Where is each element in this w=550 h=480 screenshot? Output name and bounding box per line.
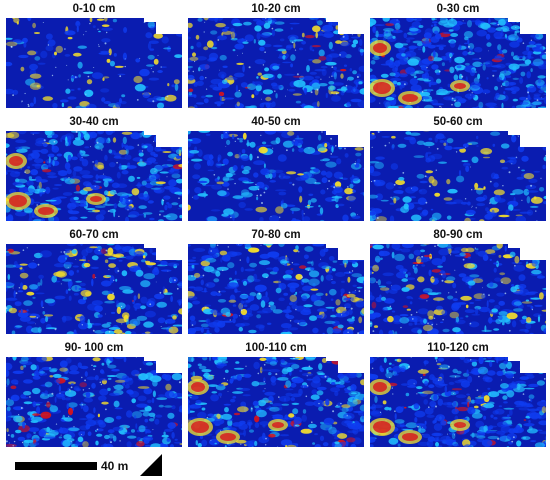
depth-label: 0-30 cm — [436, 3, 480, 15]
depth-panel: 0-30 cm — [370, 2, 546, 108]
depth-label: 80-90 cm — [433, 229, 483, 241]
depth-panel: 10-20 cm — [188, 2, 364, 108]
depth-label: 110-120 cm — [427, 342, 489, 354]
resistivity-map — [188, 131, 364, 221]
scale-bar — [15, 462, 97, 470]
depth-panel: 50-60 cm — [370, 115, 546, 221]
resistivity-map — [188, 18, 364, 108]
depth-label: 0-10 cm — [72, 3, 116, 15]
depth-label: 90- 100 cm — [64, 342, 124, 354]
resistivity-map — [188, 244, 364, 334]
resistivity-map — [370, 357, 546, 447]
depth-label: 100-110 cm — [245, 342, 307, 354]
depth-label: 10-20 cm — [251, 3, 301, 15]
depth-label: 30-40 cm — [69, 116, 119, 128]
depth-panel: 110-120 cm — [370, 341, 546, 447]
depth-panel: 80-90 cm — [370, 228, 546, 334]
depth-label: 40-50 cm — [251, 116, 301, 128]
scale-label: 40 m — [101, 459, 129, 473]
resistivity-map — [6, 131, 182, 221]
resistivity-map — [370, 244, 546, 334]
depth-panel: 90- 100 cm — [6, 341, 182, 447]
resistivity-map — [370, 131, 546, 221]
depth-panel: 30-40 cm — [6, 115, 182, 221]
resistivity-map — [6, 18, 182, 108]
depth-label: 70-80 cm — [251, 229, 301, 241]
depth-panel: 0-10 cm — [6, 2, 182, 108]
depth-label: 60-70 cm — [69, 229, 119, 241]
depth-label: 50-60 cm — [433, 116, 483, 128]
resistivity-map — [6, 357, 182, 447]
resistivity-map — [188, 357, 364, 447]
depth-panel: 40-50 cm — [188, 115, 364, 221]
triangle-arrow-icon — [140, 454, 162, 476]
depth-slice-grid: 0-10 cm 10-20 cm 0-30 cm 30-40 cm 40-50 cm 50… — [6, 2, 546, 447]
depth-panel: 60-70 cm — [6, 228, 182, 334]
depth-panel: 70-80 cm — [188, 228, 364, 334]
depth-panel: 100-110 cm — [188, 341, 364, 447]
resistivity-map — [6, 244, 182, 334]
resistivity-map — [370, 18, 546, 108]
